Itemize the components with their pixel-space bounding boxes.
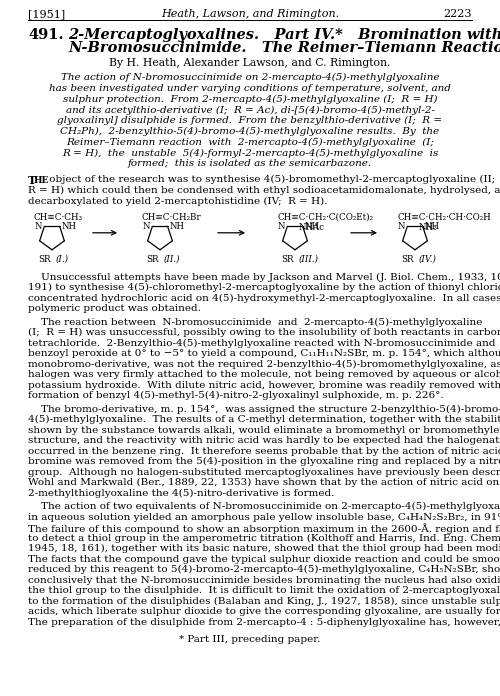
Text: glyoxalinyl] disulphide is formed.  From the benzylthio-derivative (I;  R =: glyoxalinyl] disulphide is formed. From … — [58, 116, 442, 125]
Text: (II.): (II.) — [164, 255, 180, 264]
Text: formed;  this is isolated as the semicarbazone.: formed; this is isolated as the semicarb… — [128, 159, 372, 168]
Text: Wohl and Markwald (Ber., 1889, 22, 1353) have shown that by the action of nitric: Wohl and Markwald (Ber., 1889, 22, 1353)… — [28, 478, 499, 487]
Text: benzoyl peroxide at 0° to −5° to yield a compound, C₁₁H₁₁N₂SBr, m. p. 154°, whic: benzoyl peroxide at 0° to −5° to yield a… — [28, 349, 500, 358]
Text: tetrachloride.  2-Benzylthio-4(5)-methylglyoxaline reacted with N-bromosuccinimi: tetrachloride. 2-Benzylthio-4(5)-methylg… — [28, 339, 495, 348]
Text: object of the research was to synthesise 4(5)-bromomethyl-2-mercaptoglyoxaline (: object of the research was to synthesise… — [46, 175, 495, 184]
Text: structure, and the reactivity with nitric acid was hardly to be expected had the: structure, and the reactivity with nitri… — [28, 436, 500, 445]
Text: SR: SR — [38, 255, 50, 264]
Text: R = H) which could then be condensed with ethyl sodioacetamidomalonate, hydrolys: R = H) which could then be condensed wit… — [28, 186, 500, 195]
Text: N-Bromosuccinimide.   The Reimer–Tiemann Reaction.: N-Bromosuccinimide. The Reimer–Tiemann R… — [68, 41, 500, 55]
Text: NH: NH — [304, 222, 320, 231]
Text: acids, which liberate sulphur dioxide to give the corresponding glyoxaline, are : acids, which liberate sulphur dioxide to… — [28, 608, 500, 616]
Text: SR: SR — [281, 255, 293, 264]
Text: T: T — [28, 175, 36, 187]
Text: (III.): (III.) — [299, 255, 319, 264]
Text: Unsuccessful attempts have been made by Jackson and Marvel (J. Biol. Chem., 1933: Unsuccessful attempts have been made by … — [28, 273, 500, 282]
Text: shown by the substance towards alkali, would eliminate a bromomethyl or bromomet: shown by the substance towards alkali, w… — [28, 426, 500, 435]
Text: SR: SR — [401, 255, 413, 264]
Text: N: N — [143, 222, 150, 231]
Text: halogen was very firmly attached to the molecule, not being removed by aqueous o: halogen was very firmly attached to the … — [28, 370, 500, 379]
Text: in aqueous solution yielded an amorphous pale yellow insoluble base, C₄H₄N₂S₂Br₂: in aqueous solution yielded an amorphous… — [28, 513, 500, 522]
Text: NH₂: NH₂ — [419, 223, 438, 232]
Text: SR: SR — [146, 255, 158, 264]
Text: R = H),  the  unstable  5(4)-formyl-2-mercapto-4(5)-methylglyoxaline  is: R = H), the unstable 5(4)-formyl-2-merca… — [62, 149, 438, 158]
Text: decarboxylated to yield 2-mercaptohistidine (IV;  R = H).: decarboxylated to yield 2-mercaptohistid… — [28, 197, 328, 206]
Text: The facts that the compound gave the typical sulphur dioxide reaction and could : The facts that the compound gave the typ… — [28, 555, 500, 564]
Text: and its acetylthio-derivative (I;  R = Ac), di-[5(4)-bromo-4(5)-methyl-2-: and its acetylthio-derivative (I; R = Ac… — [66, 105, 434, 115]
Text: NH: NH — [424, 222, 440, 231]
Text: NH: NH — [170, 222, 184, 231]
Text: has been investigated under varying conditions of temperature, solvent, and: has been investigated under varying cond… — [49, 84, 451, 93]
Text: 2223: 2223 — [444, 9, 472, 19]
Text: 491.: 491. — [28, 28, 64, 42]
Text: NHAc: NHAc — [299, 223, 325, 232]
Text: sulphur protection.  From 2-mercapto-4(5)-methylglyoxaline (I;  R = H): sulphur protection. From 2-mercapto-4(5)… — [63, 95, 437, 104]
Text: 2-Mercaptoglyoxalines.   Part IV.*   Bromination with: 2-Mercaptoglyoxalines. Part IV.* Bromina… — [68, 28, 500, 42]
Text: HE: HE — [34, 176, 50, 185]
Text: (IV.): (IV.) — [419, 255, 437, 264]
Text: By H. Heath, Alexander Lawson, and C. Rimington.: By H. Heath, Alexander Lawson, and C. Ri… — [110, 58, 390, 68]
Text: group.  Although no halogen-substituted mercaptoglyoxalines have previously been: group. Although no halogen-substituted m… — [28, 468, 500, 477]
Text: The reaction between  N-bromosuccinimide  and  2-mercapto-4(5)-methylglyoxaline: The reaction between N-bromosuccinimide … — [28, 318, 482, 327]
Text: Heath, Lawson, and Rimington.: Heath, Lawson, and Rimington. — [161, 9, 339, 19]
Text: CH≡C·CH₃: CH≡C·CH₃ — [34, 213, 83, 222]
Text: The bromo-derivative, m. p. 154°,  was assigned the structure 2-benzylthio-5(4)-: The bromo-derivative, m. p. 154°, was as… — [28, 405, 500, 414]
Text: 191) to synthesise 4(5)-chloromethyl-2-mercaptoglyoxaline by the action of thion: 191) to synthesise 4(5)-chloromethyl-2-m… — [28, 283, 500, 292]
Text: N: N — [398, 222, 406, 231]
Text: polymeric product was obtained.: polymeric product was obtained. — [28, 304, 201, 313]
Text: to detect a thiol group in the amperometric titration (Kolthoff and Harris, Ind.: to detect a thiol group in the amperomet… — [28, 534, 500, 543]
Text: The action of two equivalents of N-bromosuccinimide on 2-mercapto-4(5)-methylgly: The action of two equivalents of N-bromo… — [28, 503, 500, 512]
Text: * Part III, preceding paper.: * Part III, preceding paper. — [180, 635, 320, 644]
Text: N: N — [278, 222, 285, 231]
Text: N: N — [35, 222, 42, 231]
Text: the thiol group to the disulphide.  It is difficult to limit the oxidation of 2-: the thiol group to the disulphide. It is… — [28, 586, 500, 595]
Text: (I.): (I.) — [56, 255, 69, 264]
Text: conclusively that the N-bromosuccinimide besides brominating the nucleus had als: conclusively that the N-bromosuccinimide… — [28, 576, 500, 585]
Text: potassium hydroxide.  With dilute nitric acid, however, bromine was readily remo: potassium hydroxide. With dilute nitric … — [28, 381, 500, 390]
Text: 1945, 18, 161), together with its basic nature, showed that the thiol group had : 1945, 18, 161), together with its basic … — [28, 544, 500, 553]
Text: The action of N-bromosuccinimide on 2-mercapto-4(5)-methylglyoxaline: The action of N-bromosuccinimide on 2-me… — [61, 73, 440, 82]
Text: The failure of this compound to show an absorption maximum in the 2600-Å. region: The failure of this compound to show an … — [28, 523, 500, 534]
Text: The preparation of the disulphide from 2-mercapto-4 : 5-diphenylglyoxaline has, : The preparation of the disulphide from 2… — [28, 618, 500, 627]
Text: to the formation of the disulphides (Balaban and King, J., 1927, 1858), since un: to the formation of the disulphides (Bal… — [28, 596, 500, 606]
Text: Reimer–Tiemann reaction  with  2-mercapto-4(5)-methylglyoxaline  (I;: Reimer–Tiemann reaction with 2-mercapto-… — [66, 138, 434, 147]
Text: monobromo-derivative, was not the required 2-benzylthio-4(5)-bromomethylglyoxali: monobromo-derivative, was not the requir… — [28, 360, 500, 369]
Text: occurred in the benzene ring.  It therefore seems probable that by the action of: occurred in the benzene ring. It therefo… — [28, 447, 500, 456]
Text: NH: NH — [62, 222, 76, 231]
Text: formation of benzyl 4(5)-methyl-5(4)-nitro-2-glyoxalinyl sulphoxide, m. p. 226°.: formation of benzyl 4(5)-methyl-5(4)-nit… — [28, 391, 444, 400]
Text: bromine was removed from the 5(4)-position in the glyoxaline ring and replaced b: bromine was removed from the 5(4)-positi… — [28, 457, 500, 466]
Text: (I;  R = H) was unsuccessful, possibly owing to the insolubility of both reactan: (I; R = H) was unsuccessful, possibly ow… — [28, 329, 500, 338]
Text: CH₂Ph),  2-benzylthio-5(4)-bromo-4(5)-methylglyoxaline results.  By  the: CH₂Ph), 2-benzylthio-5(4)-bromo-4(5)-met… — [60, 127, 440, 136]
Text: 4(5)-methylglyoxaline.  The results of a C-methyl determination, together with t: 4(5)-methylglyoxaline. The results of a … — [28, 416, 500, 425]
Text: 2-methylthioglyoxaline the 4(5)-nitro-derivative is formed.: 2-methylthioglyoxaline the 4(5)-nitro-de… — [28, 489, 334, 498]
Text: CH≡C·CH₂Br: CH≡C·CH₂Br — [142, 213, 202, 222]
Text: CH≡C·CH₂·CH·CO₂H: CH≡C·CH₂·CH·CO₂H — [397, 213, 491, 222]
Text: reduced by this reagent to 5(4)-bromo-2-mercapto-4(5)-methylglyoxaline, C₄H₅N₂SB: reduced by this reagent to 5(4)-bromo-2-… — [28, 565, 500, 574]
Text: CH≡C·CH₂·C(CO₂Et)₂: CH≡C·CH₂·C(CO₂Et)₂ — [277, 213, 373, 222]
Text: concentrated hydrochloric acid on 4(5)-hydroxymethyl-2-mercaptoglyoxaline.  In a: concentrated hydrochloric acid on 4(5)-h… — [28, 294, 500, 303]
Text: [1951]: [1951] — [28, 9, 65, 19]
